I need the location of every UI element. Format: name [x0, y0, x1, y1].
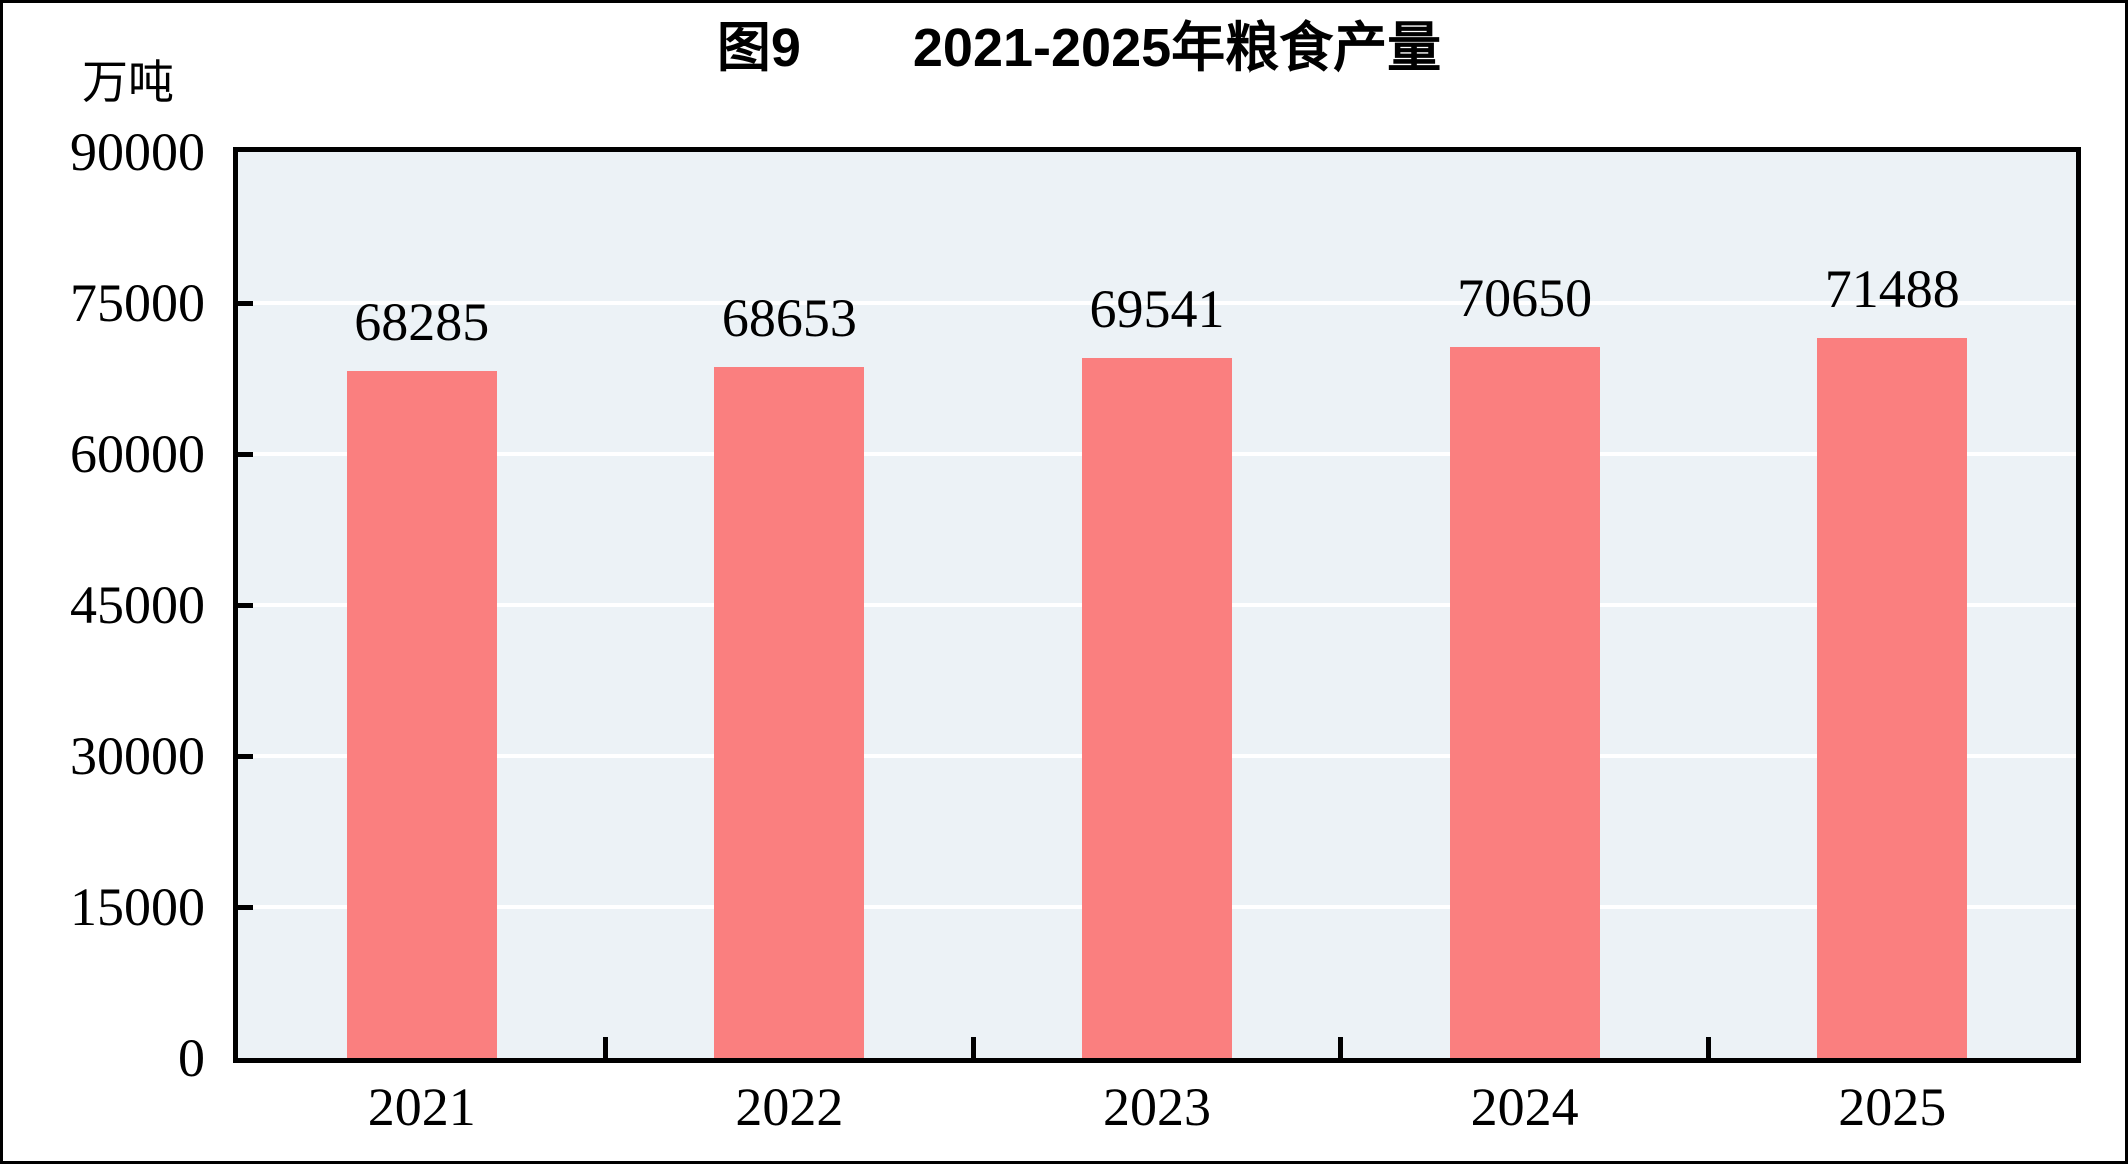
chart-title-text: 2021-2025年粮食产量: [912, 18, 1442, 78]
bar-value-label-2022: 68653: [721, 287, 857, 348]
y-tick-mark-45000: [238, 603, 253, 608]
x-axis-label-2024: 2024: [1470, 1077, 1579, 1137]
x-axis-label-2022: 2022: [735, 1077, 844, 1137]
bar-value-label-2025: 71488: [1824, 259, 1960, 320]
bar-2025: [1817, 338, 1968, 1058]
y-tick-mark-15000: [238, 905, 253, 910]
bar-2022: [714, 366, 865, 1058]
bar-2024: [1449, 346, 1600, 1058]
bar-value-label-2023: 69541: [1089, 278, 1225, 339]
y-tick-mark-30000: [238, 754, 253, 759]
y-tick-label-0: 0: [178, 1028, 205, 1088]
bar-value-label-2024: 70650: [1457, 267, 1593, 328]
y-tick-label-60000: 60000: [70, 424, 205, 484]
x-tick-mark-4: [1705, 1037, 1711, 1058]
y-tick-mark-75000: [238, 301, 253, 306]
x-tick-mark-2: [970, 1037, 976, 1058]
x-axis-label-2023: 2023: [1103, 1077, 1211, 1137]
x-axis-label-2021: 2021: [367, 1077, 476, 1137]
x-tick-mark-3: [1338, 1037, 1344, 1058]
bar-2023: [1082, 357, 1232, 1058]
y-tick-label-75000: 75000: [70, 273, 205, 333]
gridline-75000: [238, 301, 2076, 305]
y-tick-label-15000: 15000: [70, 877, 205, 937]
bar-2021: [346, 370, 497, 1058]
y-tick-label-45000: 45000: [70, 575, 205, 635]
y-tick-mark-60000: [238, 452, 253, 457]
chart-title: 图9 2021-2025年粮食产量: [27, 16, 2125, 80]
y-axis-unit-label: 万吨: [82, 57, 174, 108]
x-axis-label-2025: 2025: [1838, 1077, 1947, 1137]
bar-value-label-2021: 68285: [354, 291, 490, 352]
plot-area: [233, 147, 2081, 1063]
y-tick-label-90000: 90000: [70, 122, 205, 182]
figure-number-label: 图9: [716, 18, 801, 78]
y-tick-label-30000: 30000: [70, 726, 205, 786]
x-tick-mark-1: [603, 1037, 609, 1058]
